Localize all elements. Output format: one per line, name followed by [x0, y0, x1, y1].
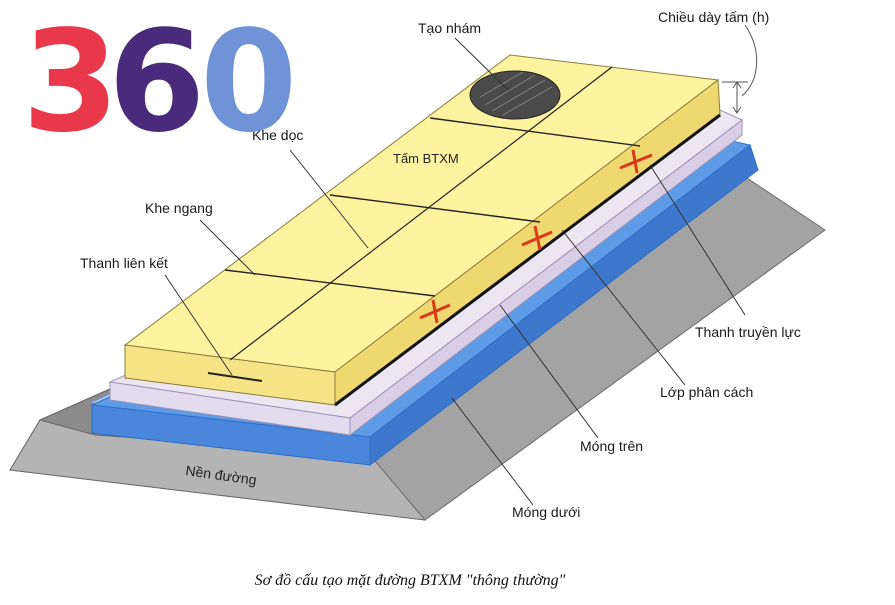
- logo-360: 3 6 0: [22, 1, 297, 164]
- diagram-caption: Sơ đồ cấu tạo mặt đường BTXM "thông thườ…: [254, 572, 566, 589]
- label-mong-duoi: Móng dưới: [512, 504, 580, 520]
- transverse-joint-1: [224, 269, 436, 297]
- label-khe-doc: Khe dọc: [252, 127, 303, 143]
- svg-text:0: 0: [200, 1, 297, 164]
- label-thanh-lien-ket: Thanh liên kết: [80, 255, 168, 271]
- thickness-dimension: [722, 24, 758, 114]
- label-chieu-day: Chiều dày tấm (h): [658, 9, 769, 25]
- label-tao-nham: Tạo nhám: [418, 20, 481, 36]
- svg-text:6: 6: [108, 1, 205, 164]
- transverse-joint-3: [429, 117, 641, 147]
- longitudinal-joint: [229, 66, 613, 361]
- transverse-joint-2: [329, 194, 541, 223]
- label-khe-ngang: Khe ngang: [145, 200, 213, 216]
- leader-lines: [164, 37, 746, 506]
- label-mong-tren: Móng trên: [580, 438, 643, 454]
- texture-patch: [469, 70, 561, 120]
- dowel-bars: [419, 149, 653, 324]
- label-lop-phan-cach: Lớp phân cách: [660, 384, 753, 400]
- svg-text:3: 3: [22, 1, 109, 164]
- slab-joints: [224, 66, 641, 361]
- tie-bar: [207, 372, 263, 382]
- label-thanh-truyen-luc: Thanh truyền lực: [695, 324, 801, 340]
- label-tam-btxm: Tấm BTXM: [393, 151, 459, 166]
